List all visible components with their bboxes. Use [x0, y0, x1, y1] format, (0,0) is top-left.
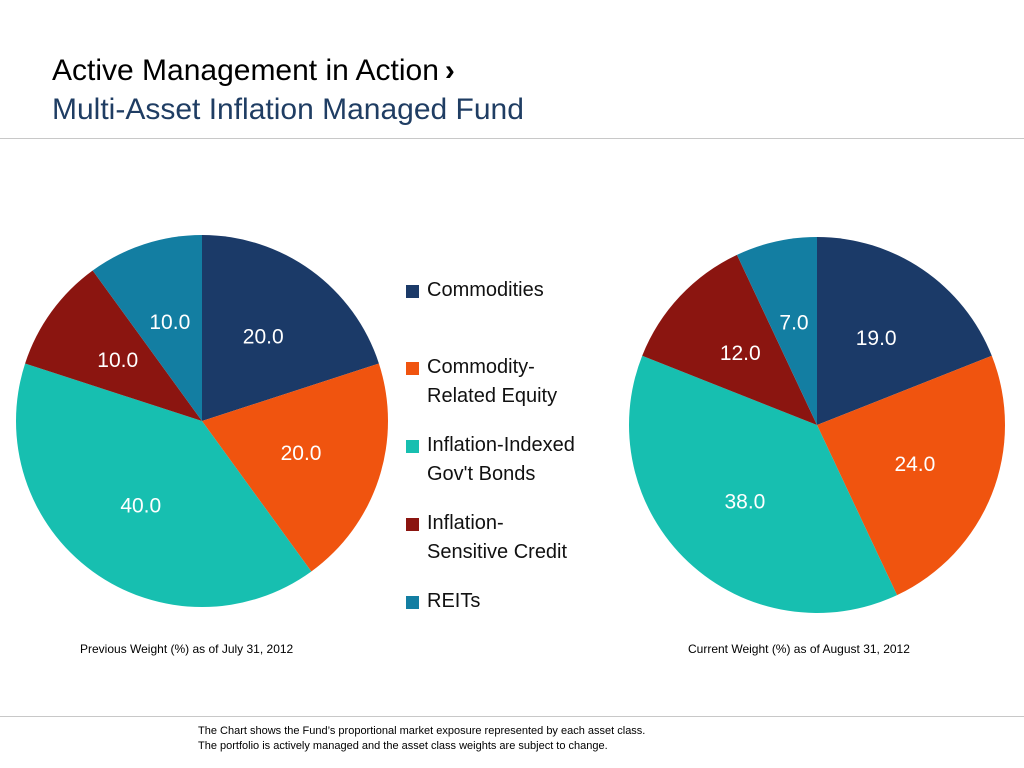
pie-value-label: 19.0 — [856, 327, 897, 350]
current-weight-caption: Current Weight (%) as of August 31, 2012 — [688, 642, 910, 656]
pie-slice-inflation-indexed-gov-t-bonds — [15, 363, 312, 607]
pie-value-label: 12.0 — [720, 342, 761, 365]
legend-item-commodities: Commodities — [406, 276, 636, 305]
legend-label: REITs — [427, 590, 481, 612]
legend-swatch — [406, 285, 419, 298]
pie-slice-reits — [92, 235, 202, 421]
page-title: Active Management in Action › — [52, 52, 524, 90]
footer-divider — [0, 716, 1024, 717]
legend-label: Gov't Bonds — [427, 463, 536, 485]
legend-label: Commodities — [427, 279, 544, 301]
legend-label: Sensitive Credit — [427, 541, 568, 563]
legend-swatch — [406, 440, 419, 453]
title-block: Active Management in Action › Multi-Asset… — [52, 52, 524, 130]
legend-item-commodity-related-equity: Commodity- Related Equity — [406, 353, 636, 411]
legend-label: Inflation-Indexed — [427, 434, 575, 456]
legend-item-reits: REITs — [406, 587, 636, 616]
legend-item-inflation-sensitive-credit: Inflation- Sensitive Credit — [406, 509, 636, 567]
pie-value-label: 24.0 — [894, 453, 935, 476]
footnote: The Chart shows the Fund’s proportional … — [198, 724, 645, 754]
legend-label: Commodity- — [427, 356, 535, 378]
chart-legend: Commodities Commodity- Related Equity In… — [406, 276, 636, 616]
charts-canvas: 20.0 20.0 40.0 10.0 10.0 19.0 24.0 38.0 12.0 7.0 — [15, 235, 1005, 613]
pie-slice-commodity-related-equity — [817, 355, 1005, 596]
previous-weight-pie: 20.0 20.0 40.0 10.0 10.0 — [15, 235, 389, 607]
pie-value-label: 20.0 — [243, 326, 284, 349]
legend-label: Related Equity — [427, 385, 558, 407]
pie-value-label: 7.0 — [779, 311, 808, 334]
chevron-right-icon: › — [444, 54, 455, 87]
pie-slice-commodities — [202, 235, 379, 421]
pie-value-label: 10.0 — [97, 349, 138, 372]
current-weight-pie: 19.0 24.0 38.0 12.0 7.0 — [629, 237, 1005, 613]
footnote-line: The portfolio is actively managed and th… — [198, 740, 608, 752]
previous-weight-caption: Previous Weight (%) as of July 31, 2012 — [80, 642, 294, 656]
pie-value-label: 38.0 — [724, 491, 765, 514]
pie-slice-inflation-sensitive-credit — [642, 254, 817, 425]
pie-value-label: 40.0 — [120, 494, 161, 517]
legend-item-inflation-indexed-bonds: Inflation-Indexed Gov't Bonds — [406, 431, 636, 489]
page-title-text: Active Management in Action — [52, 54, 439, 87]
legend-swatch — [406, 518, 419, 531]
pie-value-label: 20.0 — [281, 442, 322, 465]
pie-slice-inflation-indexed-gov-t-bonds — [629, 355, 898, 613]
legend-swatch — [406, 596, 419, 609]
pie-slice-inflation-sensitive-credit — [25, 270, 203, 421]
page-subtitle: Multi-Asset Inflation Managed Fund — [52, 93, 524, 126]
pie-slice-commodities — [817, 237, 992, 425]
pie-slice-commodity-related-equity — [202, 363, 389, 572]
footnote-line: The Chart shows the Fund’s proportional … — [198, 725, 646, 737]
legend-swatch — [406, 362, 419, 375]
pie-slice-reits — [736, 237, 817, 425]
legend-label: Inflation- — [427, 512, 504, 534]
header-divider — [0, 138, 1024, 139]
pie-value-label: 10.0 — [149, 311, 190, 334]
